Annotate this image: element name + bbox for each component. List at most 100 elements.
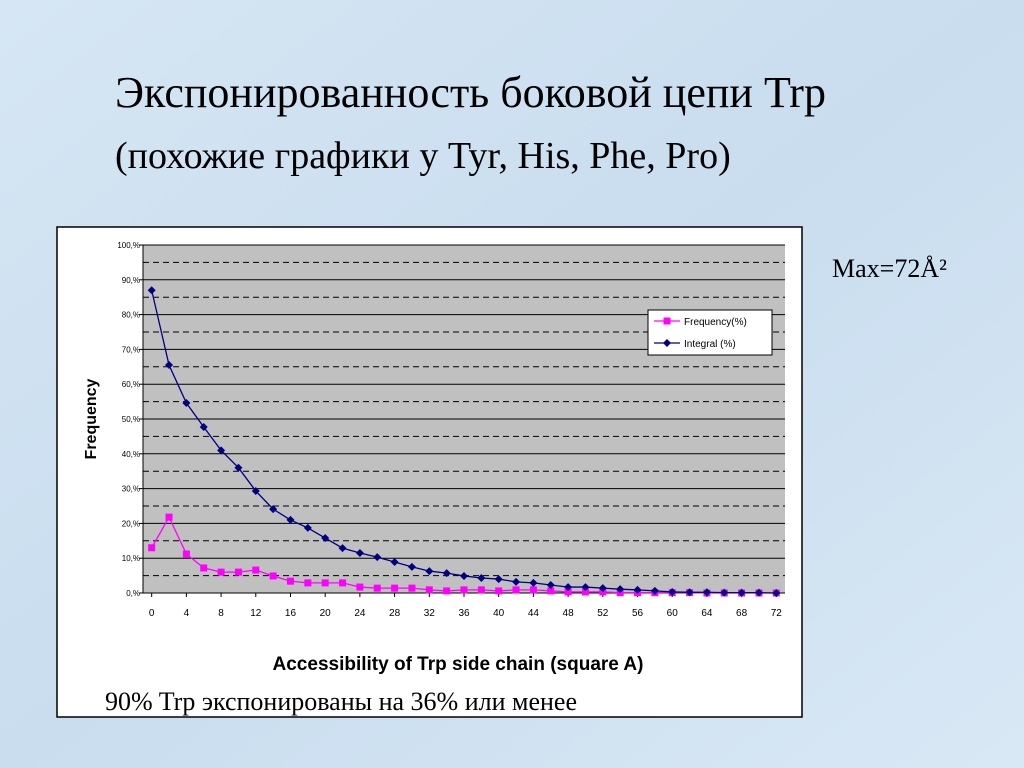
legend-marker [663,317,671,325]
marker [529,578,538,587]
marker [546,580,555,589]
y-tick-label: 60,% [122,380,140,389]
marker [182,398,191,407]
marker [269,505,278,514]
marker [702,588,711,597]
marker [460,586,468,594]
marker [234,463,243,472]
x-tick-label: 8 [218,608,224,619]
marker [286,577,294,585]
marker [338,544,347,553]
marker [391,584,399,592]
marker [581,588,589,596]
marker [303,523,312,532]
marker [165,361,174,370]
chart: 0,% 10,% 20,% 30,% 40,% 50,% 60,% 70,% 80,% 90,% 1… [117,241,785,619]
marker [269,572,277,580]
marker [477,574,486,583]
y-tick-label: 70,% [122,345,140,354]
marker [581,583,590,592]
marker [355,548,364,557]
y-tick-label: 90,% [122,276,140,285]
y-axis-label: Frequency [83,378,100,459]
x-tick-label: 64 [701,608,713,619]
marker [339,579,347,587]
marker [512,586,520,594]
marker [633,585,642,594]
x-tick-label: 32 [424,608,436,619]
marker [147,286,156,295]
marker [408,584,416,592]
marker [252,566,260,574]
marker [373,553,382,562]
x-tick-label: 52 [597,608,609,619]
marker [720,588,729,597]
legend-label: Integral (%) [684,339,736,350]
x-tick-label: 0 [149,608,155,619]
marker [148,544,156,552]
max-note: Max=72Å² [832,254,947,283]
x-tick-label: 16 [285,608,297,619]
x-tick-label: 12 [250,608,262,619]
x-tick-label: 20 [320,608,332,619]
marker [477,586,485,594]
marker [547,587,555,595]
slide-subtitle: (похожие графики у Tyr, His, Phe, Pro) [115,135,731,177]
marker [685,588,694,597]
y-tick-label: 100,% [117,241,140,250]
x-tick-label: 36 [458,608,470,619]
marker [182,550,190,558]
marker [321,534,330,543]
marker [616,585,625,594]
marker [495,587,503,595]
marker [286,515,295,524]
marker [564,583,573,592]
marker [494,575,503,584]
marker [668,587,677,596]
marker [512,577,521,586]
marker [443,587,451,595]
x-tick-label: 28 [389,608,401,619]
marker [737,588,746,597]
marker [650,586,659,595]
y-tick-label: 50,% [122,415,140,424]
caption: 90% Trp экспонированы на 36% или менее [105,687,577,716]
x-tick-label: 48 [563,608,575,619]
marker [407,562,416,571]
x-axis-label: Accessibility of Trp side chain (square … [273,654,644,675]
legend-label: Frequency(%) [684,317,747,328]
marker [598,584,607,593]
x-tick-label: 4 [184,608,190,619]
marker [200,564,208,572]
marker [460,571,468,580]
y-tick-label: 20,% [122,519,140,528]
x-tick-label: 24 [354,608,366,619]
x-tick-label: 44 [528,608,540,619]
marker [529,586,537,594]
y-tick-label: 10,% [122,554,140,563]
marker [754,588,763,597]
x-tick-label: 72 [771,608,783,619]
y-tick-label: 40,% [122,450,140,459]
x-tick-label: 40 [493,608,505,619]
marker [217,446,226,455]
marker [356,583,364,591]
marker [772,589,781,597]
x-tick-label: 60 [667,608,679,619]
y-tick-label: 80,% [122,311,140,320]
marker [251,487,260,496]
marker [373,584,381,592]
marker [442,569,451,578]
marker [564,588,572,596]
marker [217,568,225,576]
legend-marker [663,339,671,347]
marker [425,567,434,576]
slide-title: Экспонированность боковой цепи Trp [115,68,826,117]
marker [165,513,173,521]
marker [199,423,208,432]
marker [234,568,242,576]
marker [390,558,399,567]
y-tick-label: 0,% [126,589,140,598]
